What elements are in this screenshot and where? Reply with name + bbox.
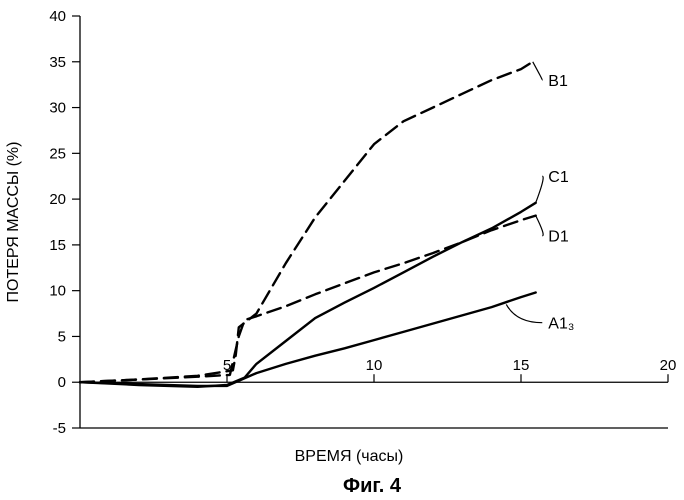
leader-line-1 <box>536 176 543 203</box>
leader-line-0 <box>533 62 543 80</box>
y-tick-label: 25 <box>49 145 66 162</box>
y-tick-label: 5 <box>58 328 66 345</box>
x-axis-title: ВРЕМЯ (часы) <box>295 448 404 465</box>
ticks: 4035302520151050-55101520 <box>49 8 676 437</box>
series-label-0: B1 <box>548 73 568 90</box>
y-tick-label: 0 <box>58 374 66 391</box>
y-tick-label: 10 <box>49 283 66 300</box>
figure-caption: Фиг. 4 <box>343 475 402 497</box>
y-tick-label: 15 <box>49 237 66 254</box>
y-tick-label: 30 <box>49 100 66 117</box>
series-line-3 <box>80 293 536 386</box>
series-label-2: D1 <box>548 229 569 246</box>
series-lines <box>80 62 536 387</box>
y-axis-title: ПОТЕРЯ МАССЫ (%) <box>5 142 22 303</box>
leader-line-3 <box>506 304 542 322</box>
x-tick-label: 15 <box>513 357 530 374</box>
y-tick-label: 35 <box>49 54 66 71</box>
x-tick-label: 20 <box>660 357 677 374</box>
series-labels: B1 C1 D1 A1₃ <box>506 62 574 333</box>
leader-line-2 <box>536 216 543 236</box>
y-tick-label: 20 <box>49 191 66 208</box>
series-label-1: C1 <box>548 169 569 186</box>
x-tick-label: 10 <box>366 357 383 374</box>
y-tick-label: 40 <box>49 8 66 25</box>
series-label-3: A1₃ <box>548 316 574 333</box>
y-tick-label: -5 <box>53 420 66 437</box>
series-line-0 <box>80 62 533 382</box>
